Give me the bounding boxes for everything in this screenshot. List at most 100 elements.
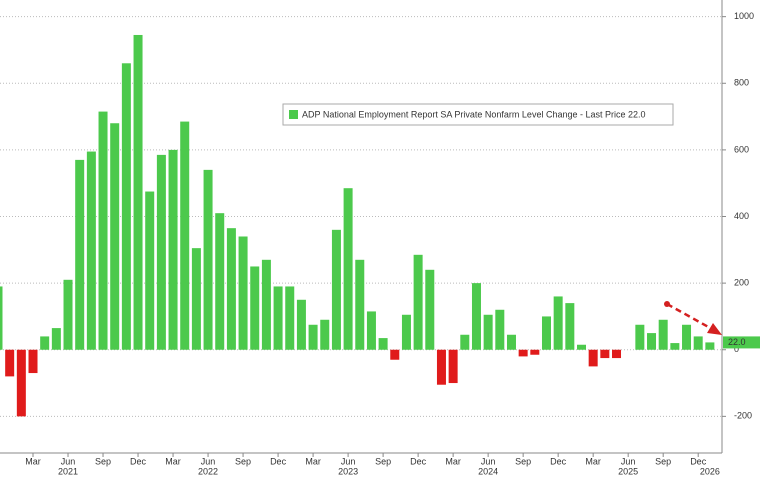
x-tick-label: Sep [375, 456, 391, 466]
bar [0, 286, 3, 350]
bar [541, 316, 551, 350]
x-tick-label: Dec [550, 456, 567, 466]
year-label: 2025 [618, 466, 638, 476]
bar [530, 349, 540, 355]
bar [5, 349, 15, 377]
year-label: 2024 [478, 466, 498, 476]
year-label: 2022 [198, 466, 218, 476]
bar [296, 299, 306, 350]
bar [460, 334, 470, 350]
bar [612, 349, 622, 359]
bar [565, 303, 575, 350]
bar [238, 236, 248, 350]
bar [670, 343, 680, 350]
bar [518, 349, 528, 357]
x-tick-label: Sep [515, 456, 531, 466]
bar [658, 319, 668, 350]
bar [355, 259, 365, 350]
y-tick-label: 600 [734, 144, 749, 154]
x-tick-label: Sep [95, 456, 111, 466]
bar [133, 34, 143, 350]
x-tick-label: Jun [481, 456, 496, 466]
bar [180, 121, 190, 350]
bar [215, 213, 225, 350]
bar [647, 333, 657, 350]
bar [110, 123, 120, 350]
bar [436, 349, 446, 385]
bar [366, 311, 376, 350]
bar [273, 286, 283, 350]
x-tick-label: Mar [165, 456, 181, 466]
bar [343, 188, 353, 350]
year-label: 2021 [58, 466, 78, 476]
legend-label: ADP National Employment Report SA Privat… [302, 109, 646, 119]
bar [121, 63, 131, 350]
bar [425, 269, 435, 350]
bar [308, 324, 318, 350]
bar [75, 159, 85, 350]
bar [390, 349, 400, 360]
x-tick-label: Mar [25, 456, 41, 466]
bar [28, 349, 38, 374]
bar [191, 248, 201, 350]
y-tick-label: 1000 [734, 11, 754, 21]
bar [635, 324, 645, 350]
x-tick-label: Mar [585, 456, 601, 466]
y-tick-label: 200 [734, 278, 749, 288]
bar [413, 254, 423, 350]
x-tick-label: Mar [305, 456, 321, 466]
bar [553, 296, 563, 350]
bar [51, 328, 61, 350]
bar [495, 309, 505, 350]
x-tick-label: Sep [655, 456, 671, 466]
bar [401, 314, 411, 350]
trend-arrow [664, 301, 722, 335]
x-tick-label: Jun [341, 456, 356, 466]
x-tick-label: Dec [690, 456, 707, 466]
bar [40, 336, 50, 350]
bar [86, 151, 96, 350]
x-tick-label: Jun [621, 456, 636, 466]
legend: ADP National Employment Report SA Privat… [282, 103, 674, 126]
last-price-label: 22.0 [728, 337, 746, 347]
bar [331, 229, 341, 350]
y-tick-label: 800 [734, 78, 749, 88]
bar [682, 324, 692, 350]
bar [705, 342, 715, 350]
bar [378, 338, 388, 350]
bar [261, 259, 271, 350]
x-tick-label: Dec [410, 456, 427, 466]
bar [471, 283, 481, 350]
bar [16, 349, 26, 417]
bar [577, 344, 586, 350]
bar [145, 191, 155, 350]
bar [506, 334, 516, 350]
bar [226, 228, 236, 350]
bar [156, 154, 166, 350]
legend-box [282, 103, 674, 126]
bar [168, 149, 178, 350]
bar [203, 169, 213, 350]
bar [588, 349, 598, 367]
bar [448, 349, 458, 384]
x-tick-label: Sep [235, 456, 251, 466]
bar [98, 111, 108, 350]
bar [483, 314, 493, 350]
x-tick-label: Jun [61, 456, 76, 466]
bar [250, 266, 260, 350]
bar [600, 349, 610, 359]
x-tick-label: Dec [270, 456, 287, 466]
last-price-box [723, 336, 760, 349]
bar [285, 286, 295, 350]
year-label: 2026 [700, 466, 720, 476]
y-tick-label: -200 [734, 411, 752, 421]
bar [63, 279, 73, 350]
bar [693, 336, 703, 350]
x-tick-label: Mar [445, 456, 461, 466]
y-tick-label: 400 [734, 211, 749, 221]
legend-swatch [289, 110, 298, 119]
bar [320, 319, 330, 350]
year-label: 2023 [338, 466, 358, 476]
y-tick-label: 0 [734, 344, 739, 354]
